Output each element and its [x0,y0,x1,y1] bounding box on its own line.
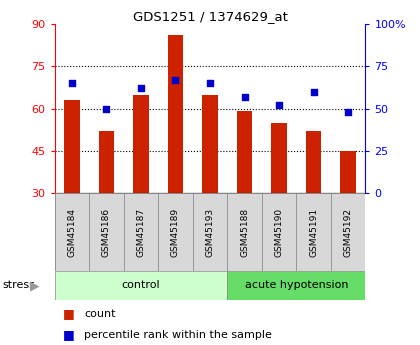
Bar [55,193,89,271]
Text: ▶: ▶ [30,279,40,292]
Point [103,106,110,111]
Bar [64,100,80,193]
Bar [133,95,149,193]
Bar [227,271,365,300]
Bar [297,193,331,271]
Point [241,94,248,100]
Point [310,89,317,95]
Bar [193,193,227,271]
Text: GSM45188: GSM45188 [240,207,249,257]
Text: percentile rank within the sample: percentile rank within the sample [84,330,272,339]
Bar [158,193,193,271]
Bar [227,193,262,271]
Text: count: count [84,309,116,319]
Text: GSM45190: GSM45190 [275,207,284,257]
Text: ■: ■ [63,307,75,321]
Bar [99,131,114,193]
Bar [262,193,297,271]
Text: GSM45193: GSM45193 [205,207,215,257]
Bar [306,131,321,193]
Bar [331,193,365,271]
Point [138,86,144,91]
Bar [237,111,252,193]
Point [172,77,179,83]
Text: GSM45184: GSM45184 [67,207,76,257]
Text: acute hypotension: acute hypotension [244,280,348,290]
Bar [89,193,123,271]
Text: GSM45186: GSM45186 [102,207,111,257]
Bar [340,151,356,193]
Bar [123,193,158,271]
Title: GDS1251 / 1374629_at: GDS1251 / 1374629_at [133,10,287,23]
Text: GSM45191: GSM45191 [309,207,318,257]
Bar [168,36,183,193]
Text: control: control [122,280,160,290]
Point [276,102,282,108]
Point [345,109,352,115]
Bar [202,95,218,193]
Bar [271,123,287,193]
Point [68,80,75,86]
Text: GSM45189: GSM45189 [171,207,180,257]
Text: GSM45187: GSM45187 [136,207,145,257]
Bar [55,271,227,300]
Text: ■: ■ [63,328,75,341]
Text: GSM45192: GSM45192 [344,207,353,257]
Point [207,80,213,86]
Text: stress: stress [2,280,35,290]
